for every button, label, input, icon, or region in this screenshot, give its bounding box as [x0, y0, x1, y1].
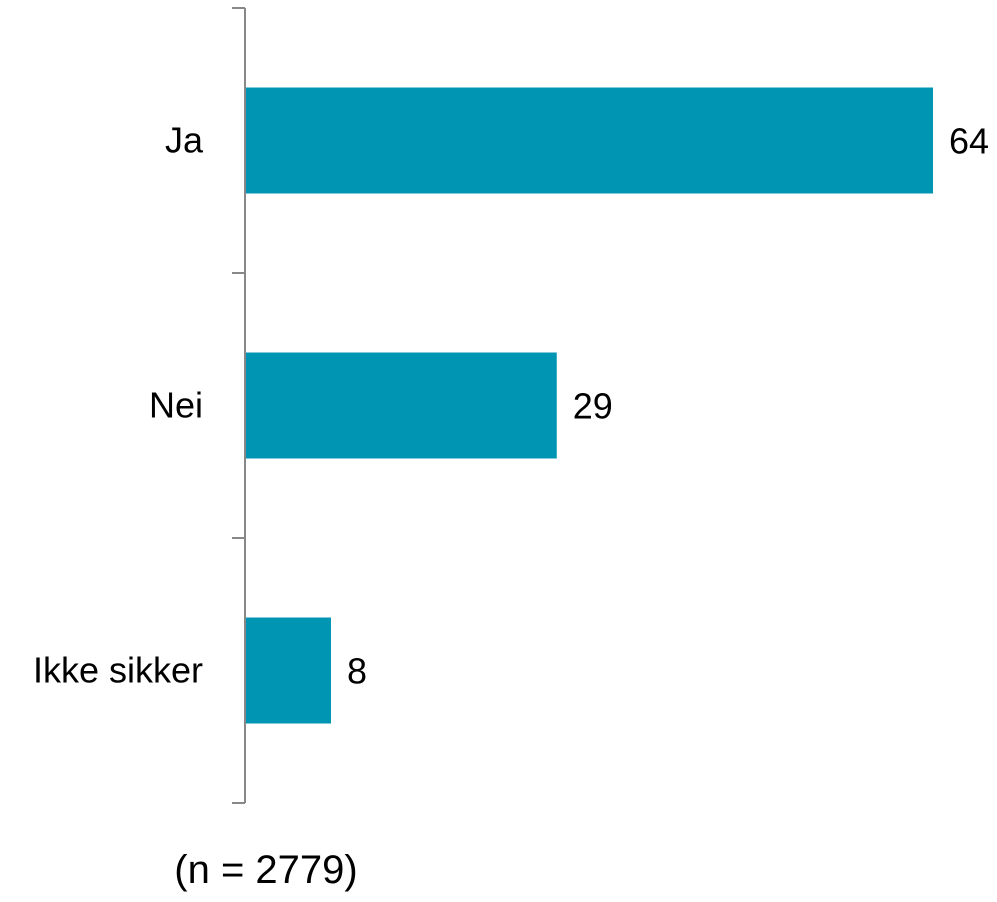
data-label: 64 — [949, 121, 989, 162]
data-label: 8 — [347, 651, 367, 692]
data-label: 29 — [573, 386, 613, 427]
axis-layer — [232, 7, 246, 804]
sample-size-note: (n = 2779) — [174, 848, 358, 892]
bar-ikke-sikker — [245, 617, 331, 724]
category-label: Ja — [165, 120, 204, 161]
bars-layer — [245, 87, 933, 724]
category-label: Nei — [149, 385, 203, 426]
bar-nei — [245, 352, 557, 459]
labels-layer: Ja 64 Nei 29 Ikke sikker 8 — [33, 120, 989, 692]
bar-ja — [245, 87, 933, 194]
category-label: Ikke sikker — [33, 650, 203, 691]
